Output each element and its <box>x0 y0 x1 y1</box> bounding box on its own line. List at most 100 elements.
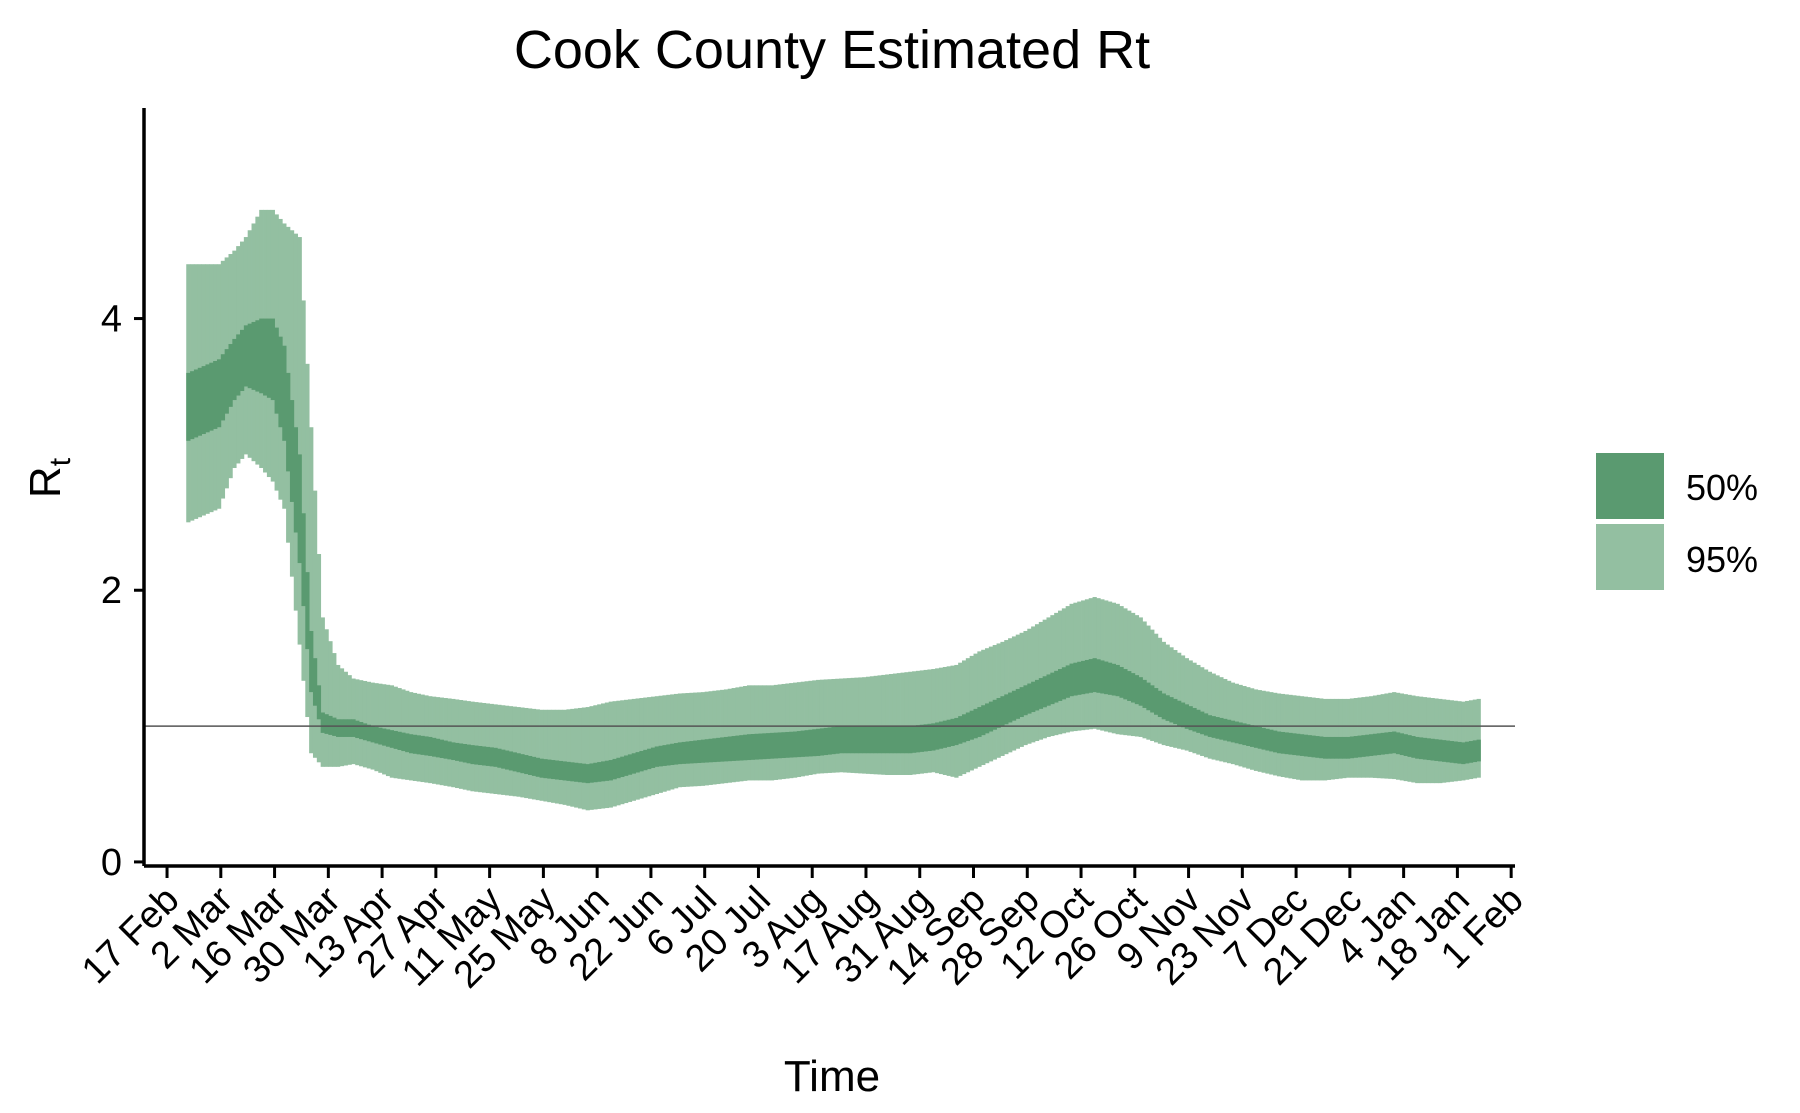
ci-50-column <box>366 724 371 742</box>
ci-50-column <box>385 729 391 747</box>
y-tick-label: 0 <box>101 842 122 884</box>
ci-50-column <box>209 362 214 431</box>
ci-50-column <box>1019 687 1024 718</box>
ci-95-band-layer <box>186 209 1481 811</box>
ci-95-column <box>735 687 740 782</box>
ci-50-column <box>1411 736 1416 758</box>
ci-50-column <box>1253 726 1259 748</box>
ci-50-column <box>1084 659 1090 694</box>
ci-95-column <box>658 695 663 793</box>
ci-95-column <box>1461 701 1466 781</box>
ci-95-column <box>1138 617 1143 737</box>
ci-50-column <box>501 749 506 769</box>
ci-95-column <box>647 697 652 797</box>
ci-95-column <box>931 669 936 773</box>
ci-95-column <box>796 682 802 778</box>
ci-50-column <box>1365 734 1370 757</box>
ci-50-column <box>981 705 986 736</box>
ci-50-column <box>447 741 452 760</box>
ci-50-column <box>850 726 855 754</box>
ci-50-column <box>1107 662 1113 695</box>
ci-50-column <box>355 720 360 739</box>
ci-95-column <box>577 707 583 809</box>
ci-50-column <box>1223 718 1228 741</box>
ci-50-column <box>739 735 744 761</box>
ci-95-column <box>520 707 525 798</box>
ci-50-column <box>1376 733 1381 756</box>
ci-50-column <box>224 349 229 414</box>
ci-50-column <box>873 726 878 754</box>
ci-50-column <box>193 369 199 438</box>
ci-95-column <box>685 693 690 787</box>
ci-50-column <box>842 726 848 754</box>
ci-95-column <box>727 688 732 783</box>
ci-95-column <box>597 704 602 809</box>
ci-95-column <box>1449 700 1454 782</box>
ci-95-column <box>535 709 540 801</box>
ci-50-column <box>624 755 629 776</box>
ci-50-column <box>312 658 318 706</box>
ci-50-column <box>1422 737 1428 760</box>
ci-95-column <box>877 675 882 775</box>
ci-50-column <box>558 760 563 780</box>
ci-50-column <box>531 756 537 776</box>
ci-50-column <box>1326 736 1332 759</box>
ci-50-column <box>1077 661 1082 695</box>
ci-50-column <box>1303 734 1309 757</box>
ci-50-column <box>723 736 729 762</box>
ci-50-column <box>1449 741 1454 763</box>
ci-95-column <box>904 672 909 775</box>
ci-95-column <box>336 664 341 767</box>
ci-50-column <box>432 737 437 757</box>
ci-50-column <box>1188 706 1193 731</box>
ci-50-column <box>927 723 932 751</box>
ci-50-column <box>424 736 429 756</box>
ci-50-column <box>1050 672 1055 705</box>
ci-50-column <box>1015 688 1020 719</box>
ci-95-column <box>612 701 617 807</box>
ci-95-column <box>562 709 567 805</box>
ci-50-column <box>1461 742 1466 765</box>
ci-50-column <box>504 750 510 770</box>
ci-50-column <box>524 755 529 775</box>
ci-95-column <box>566 709 571 806</box>
ci-50-column <box>1292 733 1297 756</box>
ci-95-column <box>635 698 640 800</box>
ci-50-column <box>1476 739 1481 762</box>
legend: 50% 95% <box>1596 453 1758 590</box>
ci-50-column <box>1142 679 1147 708</box>
ci-50-column <box>1342 736 1347 759</box>
ci-50-column <box>393 730 398 749</box>
ci-50-column <box>589 763 594 783</box>
ci-50-column <box>520 754 525 774</box>
ci-50-column <box>1031 681 1036 713</box>
ci-95-column <box>869 676 875 775</box>
ci-50-column <box>996 698 1001 728</box>
ci-95-column <box>938 667 944 775</box>
ci-95-column <box>708 691 713 785</box>
ci-50-column <box>1230 720 1236 743</box>
ci-50-column <box>508 751 514 771</box>
ci-50-column <box>827 727 832 755</box>
ci-95-column <box>328 641 333 767</box>
ci-50-column <box>1380 732 1385 755</box>
ci-50-column <box>758 733 763 760</box>
ci-50-column <box>1357 735 1362 758</box>
ci-50-column <box>1065 665 1070 698</box>
ci-50-column <box>904 726 909 754</box>
y-ticks: 0 2 4 <box>101 299 144 884</box>
ci-50-column <box>635 752 640 773</box>
ci-95-column <box>662 695 667 792</box>
ci-50-column <box>270 318 275 401</box>
ci-95-column <box>1457 701 1462 781</box>
ci-50-column <box>351 719 356 737</box>
ci-50-column <box>1269 729 1274 752</box>
legend-key-50 <box>1596 453 1664 519</box>
ci-50-column <box>535 757 540 777</box>
ci-95-column <box>670 694 675 790</box>
ci-50-column <box>274 327 279 414</box>
ci-50-column <box>720 737 725 762</box>
ci-50-column <box>205 364 210 433</box>
ci-50-column <box>566 761 571 781</box>
ci-50-column <box>835 726 840 754</box>
